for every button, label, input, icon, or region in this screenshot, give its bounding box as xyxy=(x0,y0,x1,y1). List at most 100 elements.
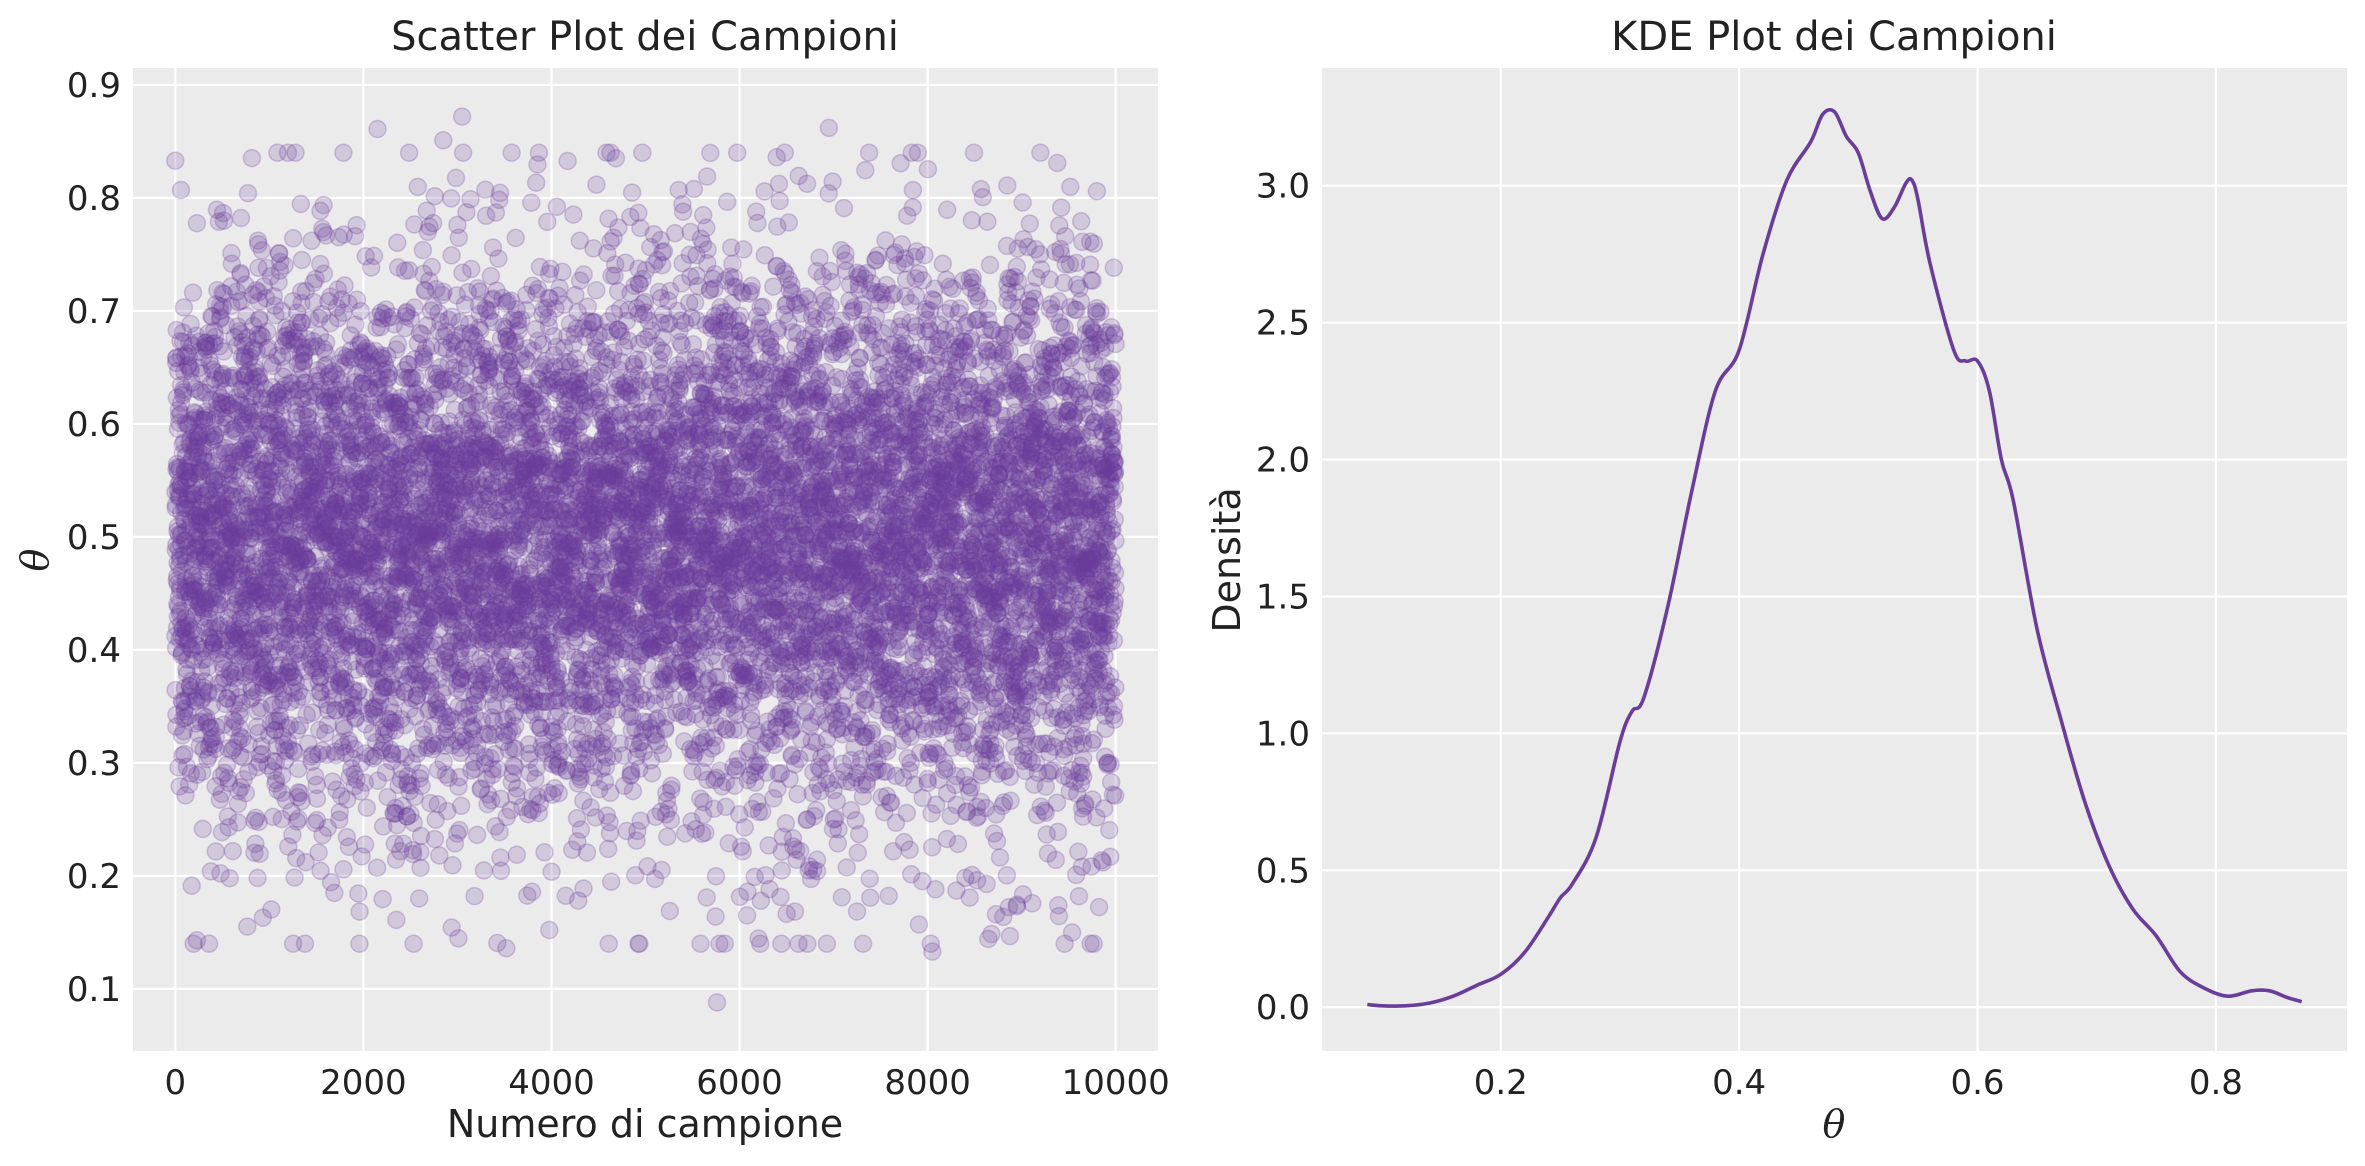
scatter-point xyxy=(184,651,203,670)
scatter-point xyxy=(177,630,197,650)
scatter-point xyxy=(191,662,211,681)
scatter-point xyxy=(190,595,210,614)
scatter-point xyxy=(190,381,209,400)
scatter-point xyxy=(166,495,186,515)
scatter-point xyxy=(175,678,195,698)
scatter-point xyxy=(169,588,189,607)
scatter-point xyxy=(474,861,494,880)
scatter-point xyxy=(185,403,204,422)
scatter-point xyxy=(206,842,226,861)
scatter-point xyxy=(558,151,577,171)
scatter-point xyxy=(170,413,189,433)
scatter-point xyxy=(178,634,197,654)
scatter-point xyxy=(191,515,210,534)
scatter-point xyxy=(355,835,375,854)
scatter-point xyxy=(587,280,606,300)
scatter-point xyxy=(194,740,213,759)
scatter-point xyxy=(189,358,209,378)
scatter-point xyxy=(192,762,212,782)
scatter-point xyxy=(189,332,209,351)
scatter-point xyxy=(170,629,189,649)
scatter-point xyxy=(187,581,207,600)
scatter-point xyxy=(286,143,305,162)
scatter-point xyxy=(170,577,190,597)
scatter-point xyxy=(176,446,196,465)
scatter-point xyxy=(174,628,193,648)
scatter-point xyxy=(182,373,202,392)
scatter-point xyxy=(189,442,208,462)
scatter-point xyxy=(196,549,215,569)
scatter-point xyxy=(183,498,203,517)
scatter-point xyxy=(425,186,445,206)
scatter-point xyxy=(172,561,192,581)
scatter-point xyxy=(176,622,195,642)
scatter-point xyxy=(169,525,189,544)
scatter-point xyxy=(167,348,186,367)
scatter-point xyxy=(186,550,205,570)
scatter-point xyxy=(174,433,194,452)
scatter-point xyxy=(538,212,557,232)
scatter-point xyxy=(185,528,205,547)
scatter-point xyxy=(622,183,642,202)
scatter-point xyxy=(179,469,199,488)
scatter-point xyxy=(171,347,191,366)
scatter-point xyxy=(177,471,196,491)
scatter-point xyxy=(547,197,567,217)
scatter-point xyxy=(191,459,210,479)
scatter-point xyxy=(193,487,213,506)
scatter-point xyxy=(191,712,210,732)
scatter-point xyxy=(183,411,202,430)
scatter-point xyxy=(350,934,369,953)
scatter-point xyxy=(408,177,428,197)
scatter-point xyxy=(197,708,216,727)
scatter-point xyxy=(194,445,213,465)
scatter-point xyxy=(177,757,197,777)
scatter-point xyxy=(194,448,213,467)
scatter-point xyxy=(577,843,597,862)
scatter-point xyxy=(169,475,188,495)
scatter-point xyxy=(172,691,192,711)
scatter-point xyxy=(182,477,202,496)
scatter-point xyxy=(177,414,196,433)
scatter-point xyxy=(347,215,366,235)
scatter-point xyxy=(587,175,606,194)
scatter-point xyxy=(350,902,369,921)
scatter-point xyxy=(195,546,215,565)
scatter-point xyxy=(184,489,204,509)
scatter-point xyxy=(195,411,214,430)
scatter-point xyxy=(189,547,208,566)
scatter-point xyxy=(179,355,198,374)
scatter-point xyxy=(167,618,187,637)
scatter-point xyxy=(181,436,200,455)
scatter-point xyxy=(192,438,212,457)
scatter-point xyxy=(175,744,194,764)
scatter-point xyxy=(423,213,443,233)
scatter-point xyxy=(182,671,201,691)
scatter-point xyxy=(181,681,201,700)
scatter-point xyxy=(171,476,190,495)
scatter-point xyxy=(307,789,327,808)
scatter-point xyxy=(176,708,195,728)
scatter-point xyxy=(185,572,205,592)
scatter-point xyxy=(191,498,211,518)
scatter-point xyxy=(197,408,217,427)
scatter-point xyxy=(198,563,218,582)
scatter-point xyxy=(197,519,216,539)
scatter-point xyxy=(190,457,209,477)
scatter-point xyxy=(167,705,186,725)
scatter-point xyxy=(188,636,208,656)
scatter-point xyxy=(599,934,619,953)
scatter-point xyxy=(388,233,407,253)
scatter-point xyxy=(248,868,267,888)
scatter-point xyxy=(178,455,197,474)
scatter-point xyxy=(250,844,270,864)
scatter-point xyxy=(170,472,189,492)
scatter-point xyxy=(179,706,198,726)
scatter-point xyxy=(166,680,185,700)
scatter-point xyxy=(194,552,214,571)
scatter-point xyxy=(193,514,212,533)
scatter-point xyxy=(195,591,215,610)
scatter-point xyxy=(192,485,211,504)
scatter-point xyxy=(630,934,649,953)
scatter-point xyxy=(190,501,210,520)
